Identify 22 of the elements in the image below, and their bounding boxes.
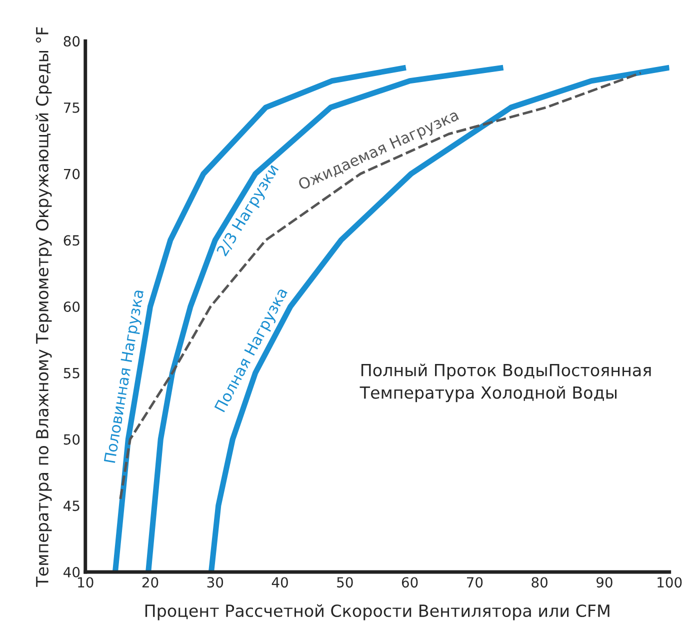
x-tick-label: 20 [142, 577, 158, 588]
x-tick-label: 40 [272, 577, 288, 588]
y-tick-label: 50 [64, 434, 80, 445]
y-tick-label: 40 [64, 566, 80, 578]
x-tick-label: 100 [658, 577, 682, 588]
y-tick-label: 60 [64, 301, 80, 312]
x-tick-label: 30 [207, 577, 224, 588]
x-tick-label: 10 [78, 577, 94, 588]
x-axis-title: Процент Рассчетной Скорости Вентилятора или CFM [145, 604, 610, 620]
y-axis-title: Температура по Влажному Термометру Окружающей Среды °F [36, 27, 52, 587]
x-tick-label: 90 [596, 577, 612, 588]
x-tick-label: 70 [466, 577, 483, 588]
y-tick-label: 80 [64, 36, 80, 47]
y-tick-label: 75 [64, 102, 80, 113]
x-tick-label: 60 [402, 577, 418, 588]
x-tick-label: 80 [532, 577, 548, 588]
y-tick-label: 55 [64, 368, 80, 378]
annotation: Полный Проток ВодыПостоянная Температура Холодной Воды [360, 364, 651, 402]
y-tick-label: 65 [64, 235, 80, 246]
x-tick-label: 50 [337, 577, 353, 588]
y-tick-label: 70 [64, 168, 80, 180]
y-tick-label: 45 [64, 500, 80, 512]
